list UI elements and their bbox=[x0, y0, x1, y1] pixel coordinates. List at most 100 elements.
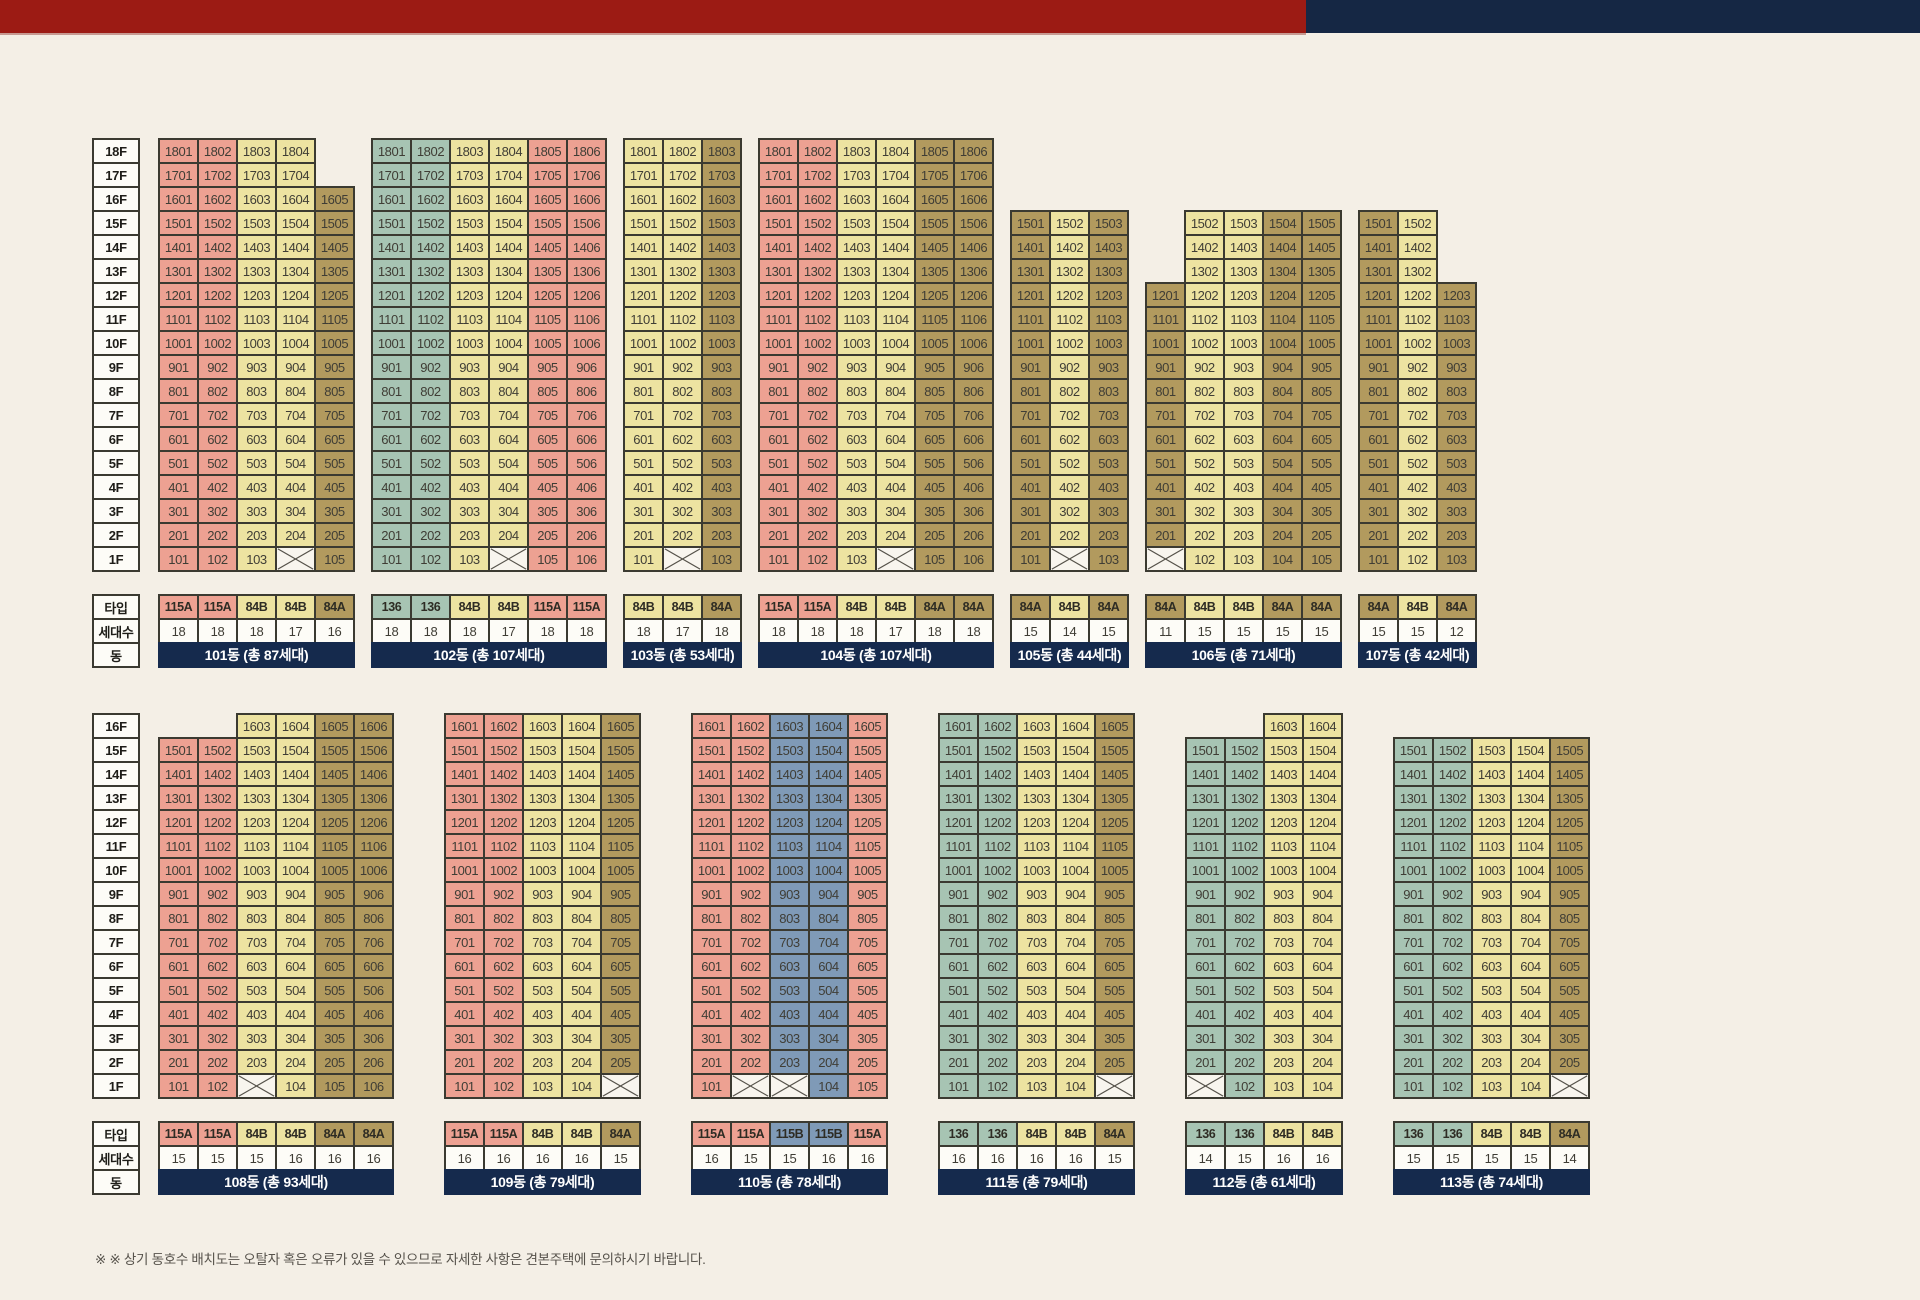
unit-cell: 303 bbox=[1471, 1025, 1512, 1051]
unit-cell: 905 bbox=[847, 881, 888, 907]
unit-cell: 106 bbox=[566, 546, 607, 572]
floor-row: 301 302 303 304 bbox=[1185, 1025, 1343, 1051]
floor-row: 1201 1202 1203 1204 1205 bbox=[938, 809, 1135, 835]
x-mark-icon bbox=[238, 1075, 275, 1097]
unit-cell: 601 bbox=[758, 426, 799, 452]
floor-row: 801 802 803 804 bbox=[1185, 905, 1343, 931]
empty-slot bbox=[1010, 138, 1051, 164]
unit-cell: 1404 bbox=[1262, 234, 1303, 260]
unit-cell: 604 bbox=[275, 426, 316, 452]
empty-slot bbox=[1145, 210, 1186, 236]
unit-cell: 704 bbox=[1262, 402, 1303, 428]
unit-cell: 901 bbox=[938, 881, 979, 907]
unit-cell: 1104 bbox=[1262, 306, 1303, 332]
unit-cell: 1001 bbox=[1393, 857, 1434, 883]
unit-cell: 1002 bbox=[483, 857, 524, 883]
empty-slot bbox=[1049, 186, 1090, 212]
unit-cell: 403 bbox=[522, 1001, 563, 1027]
unit-cell: 905 bbox=[1549, 881, 1590, 907]
unit-cell: 1301 bbox=[1393, 785, 1434, 811]
type-cell: 115A bbox=[158, 594, 199, 620]
unit-cell: 806 bbox=[353, 905, 394, 931]
type-cell: 84A bbox=[314, 594, 355, 620]
unit-cell: 1203 bbox=[1436, 282, 1477, 308]
unit-cell: 603 bbox=[522, 953, 563, 979]
floor-row: 1401 1402 1403 1404 1405 1406 bbox=[371, 234, 607, 260]
unit-cell: 1104 bbox=[808, 833, 849, 859]
household-count-cell: 11 bbox=[1145, 618, 1186, 644]
unit-cell: 1603 bbox=[836, 186, 877, 212]
unit-cell: 904 bbox=[1262, 354, 1303, 380]
floor-row: 1401 1402 1403 1404 1405 1406 bbox=[758, 234, 994, 260]
empty-slot bbox=[1010, 186, 1051, 212]
building-summary-table: 136 136 84B 84B 14 15 16 16 112동 (총 61세대) bbox=[1185, 1121, 1343, 1195]
empty-slot bbox=[1088, 162, 1129, 188]
floor-row: 701 702 703 704 705 bbox=[691, 929, 888, 955]
empty-slot bbox=[1393, 713, 1434, 739]
unit-cell: 201 bbox=[938, 1049, 979, 1075]
building-total-label: 104동 (총 107세대) bbox=[758, 642, 994, 668]
unit-cell: 604 bbox=[488, 426, 529, 452]
unit-cell: 1204 bbox=[488, 282, 529, 308]
floor-row bbox=[1358, 186, 1477, 212]
unit-cell: 1502 bbox=[662, 210, 703, 236]
unit-cell: 1605 bbox=[600, 713, 641, 739]
unit-cell: 1003 bbox=[1263, 857, 1304, 883]
unit-cell: 803 bbox=[1471, 905, 1512, 931]
type-cell: 84B bbox=[236, 594, 277, 620]
floor-row: 701 702 703 704 705 bbox=[158, 402, 355, 428]
unit-cell: 1202 bbox=[662, 282, 703, 308]
floor-row: 1301 1302 1303 1304 1305 bbox=[938, 785, 1135, 811]
household-count-cell: 16 bbox=[522, 1145, 563, 1171]
unit-cell: 1601 bbox=[371, 186, 412, 212]
empty-slot bbox=[314, 162, 355, 188]
unit-cell: 1402 bbox=[730, 761, 771, 787]
unit-cell: 803 bbox=[1016, 905, 1057, 931]
unit-cell: 1803 bbox=[236, 138, 277, 164]
unit-cell: 1606 bbox=[566, 186, 607, 212]
unit-cell: 1403 bbox=[1471, 761, 1512, 787]
unit-cell: 101 bbox=[691, 1073, 732, 1099]
unit-cell: 104 bbox=[1055, 1073, 1096, 1099]
floor-label: 7F bbox=[92, 402, 140, 428]
unit-cell: 205 bbox=[847, 1049, 888, 1075]
type-row: 84A 84B 84A bbox=[1010, 594, 1129, 620]
unit-cell: 1504 bbox=[1055, 737, 1096, 763]
unit-cell: 1003 bbox=[1088, 330, 1129, 356]
empty-slot bbox=[1471, 713, 1512, 739]
floor-row: 102 103 104 bbox=[1185, 1073, 1343, 1099]
floor-row: 501 502 503 504 505 bbox=[1145, 450, 1342, 476]
household-count-cell: 17 bbox=[875, 618, 916, 644]
unit-cell: 1002 bbox=[410, 330, 451, 356]
unit-cell: 703 bbox=[1223, 402, 1264, 428]
unit-cell: 1803 bbox=[836, 138, 877, 164]
unit-cell: 305 bbox=[314, 1025, 355, 1051]
unit-cell: 1004 bbox=[875, 330, 916, 356]
crossed-out-cell bbox=[662, 546, 703, 572]
unit-cell: 1002 bbox=[977, 857, 1018, 883]
unit-cell: 1605 bbox=[314, 186, 355, 212]
floor-row: 1001 1002 1003 1004 1005 1006 bbox=[758, 330, 994, 356]
empty-slot bbox=[1223, 186, 1264, 212]
unit-cell: 201 bbox=[623, 522, 664, 548]
unit-cell: 206 bbox=[353, 1049, 394, 1075]
unit-cell: 701 bbox=[1358, 402, 1399, 428]
unit-cell: 1002 bbox=[1049, 330, 1090, 356]
unit-cell: 502 bbox=[197, 977, 238, 1003]
unit-cell: 402 bbox=[1049, 474, 1090, 500]
unit-cell: 1501 bbox=[1010, 210, 1051, 236]
unit-cell: 303 bbox=[769, 1025, 810, 1051]
unit-cell: 203 bbox=[1016, 1049, 1057, 1075]
floor-label: 9F bbox=[92, 881, 140, 907]
unit-cell: 702 bbox=[1397, 402, 1438, 428]
unit-cell: 402 bbox=[1184, 474, 1225, 500]
unit-cell: 1801 bbox=[758, 138, 799, 164]
unit-cell: 801 bbox=[1358, 378, 1399, 404]
unit-cell: 1401 bbox=[158, 234, 199, 260]
unit-cell: 1204 bbox=[275, 282, 316, 308]
household-count-cell: 16 bbox=[1016, 1145, 1057, 1171]
unit-cell: 1603 bbox=[769, 713, 810, 739]
building-summary-table: 136 136 84B 84B 115A 115A 18 18 18 17 18 18 102동 (총 … bbox=[371, 594, 607, 668]
floor-row: 1001 1002 1003 1004 1005 bbox=[1145, 330, 1342, 356]
building-total-label: 102동 (총 107세대) bbox=[371, 642, 607, 668]
